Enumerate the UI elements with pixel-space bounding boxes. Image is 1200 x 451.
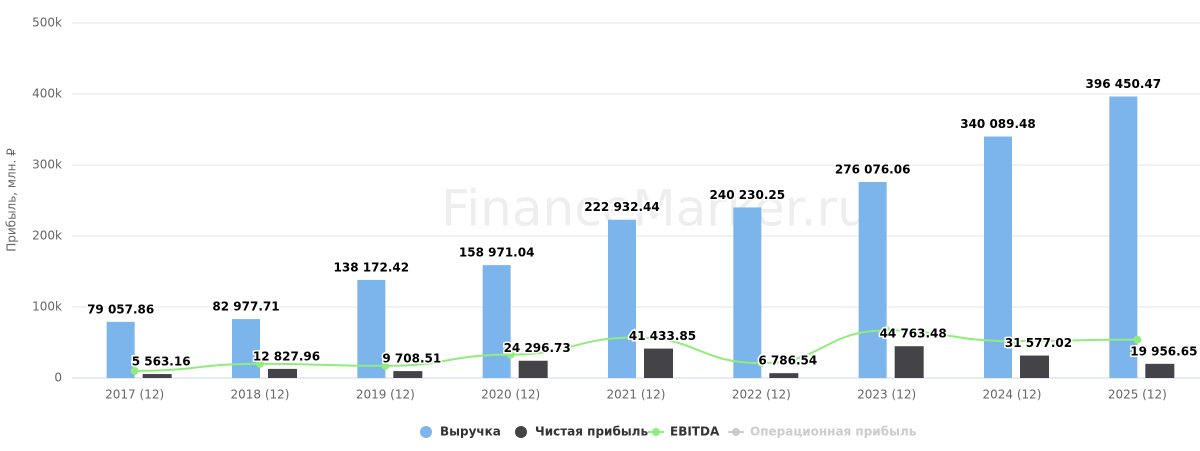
bar bbox=[1020, 355, 1049, 378]
point bbox=[130, 366, 139, 375]
bar bbox=[518, 360, 548, 378]
point bbox=[1008, 337, 1016, 346]
data-label: 12 827.96 bbox=[253, 349, 320, 363]
data-label: 5 563.16 bbox=[132, 355, 191, 369]
data-label: 31 577.02 bbox=[1005, 336, 1072, 350]
x-tick-label: 2017 (12) bbox=[105, 388, 164, 402]
point bbox=[882, 326, 891, 335]
x-tick-label: 2020 (12) bbox=[481, 388, 540, 402]
legend-label: EBITDA bbox=[670, 425, 720, 439]
x-tick-label: 2019 (12) bbox=[356, 388, 415, 402]
bar bbox=[1109, 96, 1138, 378]
bar bbox=[232, 319, 260, 378]
bar bbox=[106, 321, 135, 378]
bar bbox=[268, 368, 297, 378]
legend-label: Операционная прибыль bbox=[750, 425, 917, 439]
legend-label: Выручка bbox=[440, 425, 501, 439]
bar bbox=[733, 207, 762, 378]
bar bbox=[608, 219, 636, 378]
data-label: 82 977.71 bbox=[212, 300, 279, 314]
point bbox=[506, 350, 515, 359]
data-label: 44 763.48 bbox=[880, 327, 947, 341]
bar bbox=[894, 346, 924, 378]
data-label: 138 172.42 bbox=[334, 260, 410, 274]
data-label: 340 089.48 bbox=[960, 117, 1036, 131]
bar bbox=[984, 136, 1012, 378]
data-label: 396 450.47 bbox=[1086, 77, 1162, 91]
data-label: 9 708.51 bbox=[382, 352, 441, 366]
point bbox=[381, 361, 390, 370]
legend-symbol bbox=[515, 426, 527, 438]
data-label: 276 076.06 bbox=[835, 162, 911, 176]
y-tick-label: 400k bbox=[32, 87, 62, 101]
y-tick-label: 200k bbox=[32, 229, 62, 243]
y-tick-label: 100k bbox=[32, 300, 62, 314]
watermark: FinanceMarker.ru bbox=[441, 180, 869, 238]
data-label: 158 971.04 bbox=[459, 246, 535, 260]
x-tick-label: 2021 (12) bbox=[607, 388, 666, 402]
point bbox=[256, 359, 264, 368]
x-tick-label: 2023 (12) bbox=[857, 388, 916, 402]
data-label: 222 932.44 bbox=[584, 200, 660, 214]
x-tick-label: 2024 (12) bbox=[983, 388, 1042, 402]
data-label: 41 433.85 bbox=[629, 329, 696, 343]
bar bbox=[393, 371, 423, 378]
point bbox=[1133, 335, 1142, 344]
bar bbox=[858, 181, 887, 378]
bar bbox=[142, 374, 172, 378]
y-tick-label: 300k bbox=[32, 158, 62, 172]
point bbox=[757, 359, 766, 368]
legend-symbol bbox=[420, 426, 432, 438]
y-tick-label: 0 bbox=[54, 371, 62, 385]
bar bbox=[482, 265, 511, 378]
bar bbox=[769, 373, 799, 378]
data-label: 240 230.25 bbox=[710, 188, 786, 202]
y-axis-label: Прибыль, млн. ₽ bbox=[5, 148, 19, 252]
bar bbox=[644, 348, 673, 378]
data-label: 24 296.73 bbox=[504, 341, 571, 355]
point bbox=[632, 333, 640, 342]
x-tick-label: 2025 (12) bbox=[1108, 388, 1167, 402]
x-tick-label: 2018 (12) bbox=[231, 388, 290, 402]
legend-label: Чистая прибыль bbox=[535, 425, 648, 439]
data-label: 79 057.86 bbox=[87, 302, 154, 316]
legend-symbol bbox=[652, 428, 660, 436]
bar bbox=[1145, 363, 1175, 378]
data-label: 19 956.65 bbox=[1130, 344, 1197, 358]
x-tick-label: 2022 (12) bbox=[732, 388, 791, 402]
y-tick-label: 500k bbox=[32, 16, 62, 30]
bar bbox=[357, 279, 386, 378]
legend-symbol bbox=[732, 428, 740, 436]
data-label: 6 786.54 bbox=[758, 354, 817, 368]
